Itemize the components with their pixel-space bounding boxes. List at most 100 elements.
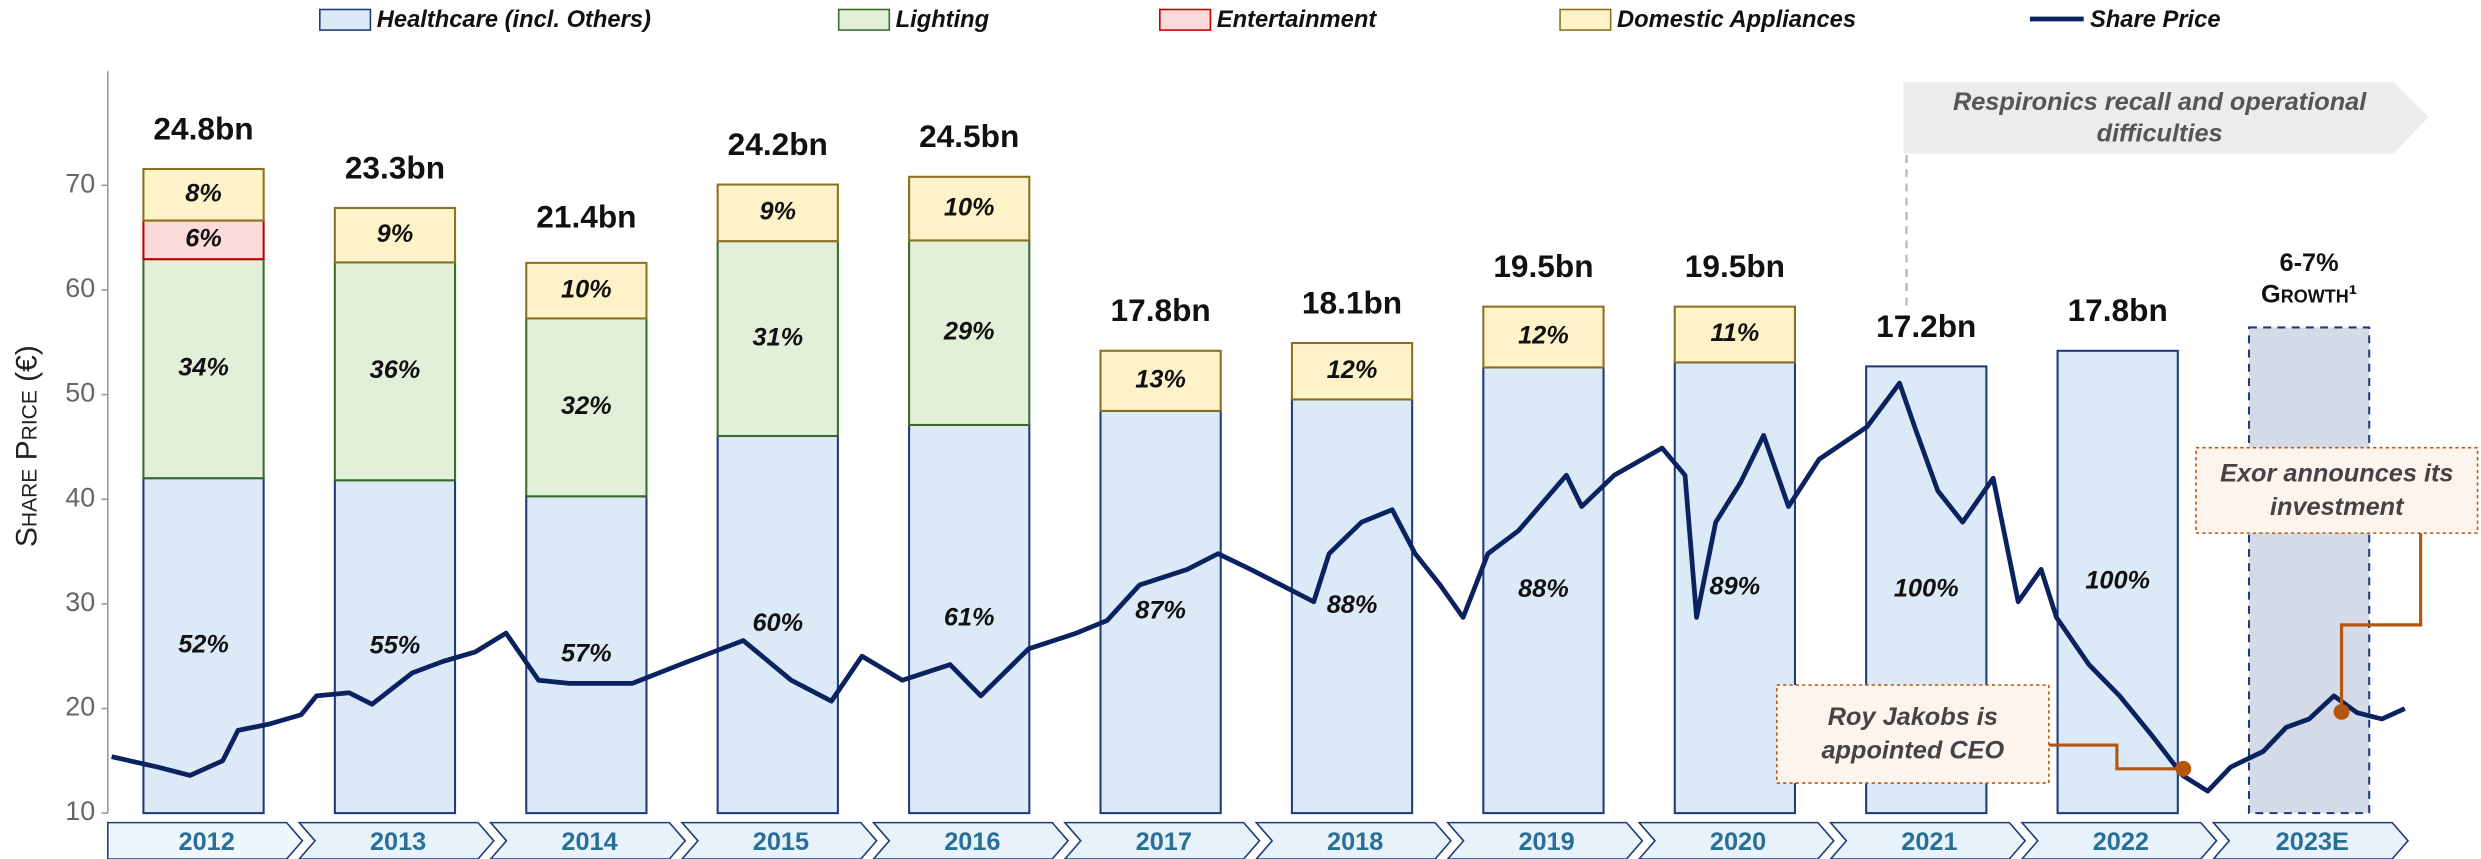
bar-segment [333,206,457,264]
y-axis-label: Share Price (€) [11,345,44,547]
bar-segment [1482,366,1605,815]
segment-label: 11% [1710,319,1759,347]
segment-label: 36% [370,356,421,384]
category-chevron [1445,821,1644,859]
bar-segment [525,261,648,320]
total-label: 19.5bn [1685,248,1785,284]
category-chevron [297,821,495,859]
annotation-box [1903,82,2429,154]
annotation: Exor announces its investment [2220,459,2453,520]
segment-label: 88% [1518,575,1569,603]
total-label: 17.2bn [1876,308,1976,344]
total-label: 21.4bn [536,199,636,235]
y-tick-label: 20 [65,692,95,722]
bar-segment [1482,305,1605,369]
segment-label: 29% [943,317,995,345]
bar-segment [525,495,648,815]
bar-segment [142,219,265,261]
annotation: Respironics recall and operational diffic… [1953,88,2367,148]
total-label: 23.3bn [345,149,445,185]
segment-label: 10% [944,193,995,221]
segment-label: 87% [1135,597,1186,625]
segment-label: 55% [370,631,421,659]
segment-label: 12% [1518,322,1569,350]
category-chevron [2020,821,2218,859]
share-price-line [111,380,2406,794]
segment-label: 9% [759,198,796,226]
x-tick-label: 2017 [1136,828,1192,856]
x-tick-label: 2013 [370,828,426,856]
y-tick-label: 10 [65,796,95,826]
legend-swatch [1559,8,1612,31]
segment-label: 12% [1327,356,1378,384]
bar-segment [142,258,265,480]
category-chevron [107,821,304,859]
category-chevron [1637,821,1835,859]
segment-label: 88% [1327,591,1378,619]
bar-segment [716,434,839,815]
bar-segment [908,423,1031,815]
segment-label: 57% [561,639,612,667]
legend-label: Share Price [2090,7,2221,33]
annotation-box [2195,446,2479,534]
bar-segment [525,317,648,498]
segment-label: 100% [1894,574,1959,602]
legend-swatch [837,8,891,31]
marker-dot [2333,703,2350,720]
segment-label: 89% [1710,572,1761,600]
y-tick-label: 50 [65,378,95,408]
legend-label: Lighting [896,7,990,33]
x-tick-label: 2019 [1518,828,1574,856]
y-tick-label: 40 [65,482,95,512]
segment-label: 31% [752,323,803,351]
total-label: 19.5bn [1493,248,1593,284]
segment-label: 52% [178,630,229,658]
segment-label: 6% [185,225,222,253]
legend-label: Healthcare (incl. Others) [377,7,651,33]
category-chevron [1254,821,1452,859]
total-label: 17.8bn [1111,292,1211,328]
annotation: 6-7% [2280,249,2339,277]
x-tick-label: 2016 [944,828,1000,856]
bar-segment [1673,305,1797,364]
segment-label: 60% [752,609,803,637]
x-tick-label: 2020 [1710,828,1766,856]
segment-label: 10% [561,275,612,303]
legend-swatch [1159,8,1212,31]
x-tick-label: 2022 [2093,828,2149,856]
segment-label: 8% [185,179,222,207]
x-tick-label: 2023E [2276,828,2349,856]
segment-label: 61% [944,604,995,632]
annotation-box [1775,684,2050,784]
category-chevron [488,821,687,859]
bar-segment [1099,409,1222,815]
segment-label: 13% [1135,366,1186,394]
category-chevron [680,821,878,859]
x-tick-label: 2018 [1327,828,1383,856]
x-tick-label: 2015 [753,828,809,856]
legend-label: Domestic Appliances [1617,7,1856,33]
x-tick-label: 2012 [179,828,235,856]
annotation: Growth¹ [2261,280,2357,308]
category-chevron [871,821,1070,859]
bar-segment [1290,398,1414,815]
category-chevron [2211,821,2410,859]
connector [2048,743,2181,771]
x-tick-label: 2014 [561,828,617,856]
total-label: 18.1bn [1302,284,1402,320]
bar-segment [716,183,839,243]
legend-swatch [319,8,372,31]
total-label: 24.8bn [153,110,253,146]
bar-segment [142,477,265,815]
bar-segment [908,239,1031,426]
bar-segment [2056,349,2179,815]
bar-segment [333,261,457,482]
total-label: 24.2bn [728,126,828,162]
y-tick-label: 70 [65,168,95,198]
y-tick-label: 30 [65,587,95,617]
segment-label: 9% [377,220,414,248]
bar-segment [333,479,457,815]
bar-segment [142,167,265,222]
